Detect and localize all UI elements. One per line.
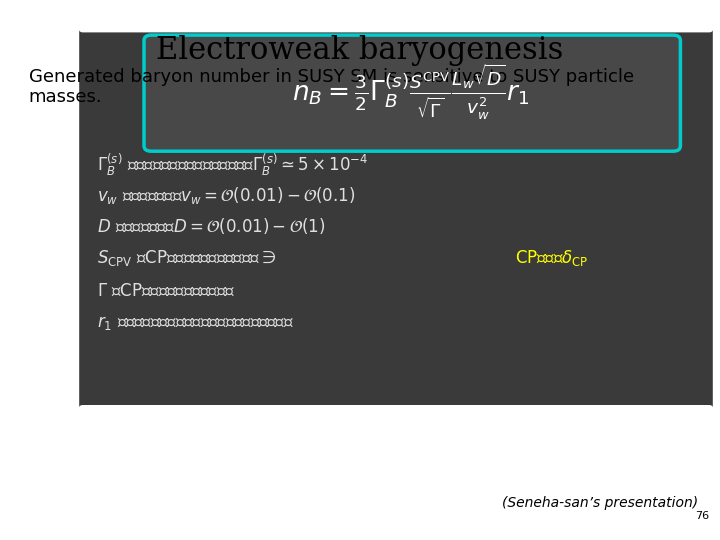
Text: $S_{\mathrm{CPV}}$ ：CPを破る粒子数変化率　　$\ni$: $S_{\mathrm{CPV}}$ ：CPを破る粒子数変化率 $\ni$: [97, 247, 281, 268]
Text: $\Gamma_B^{(s)}$ ：対称相でのバリオン数変化率　$\Gamma_B^{(s)} \simeq 5 \times 10^{-4}$: $\Gamma_B^{(s)}$ ：対称相でのバリオン数変化率 $\Gamma_…: [97, 151, 369, 178]
Text: $v_w$ ：壁の速度　　$v_w = \mathcal{O}(0.01) - \mathcal{O}(0.1)$: $v_w$ ：壁の速度 $v_w = \mathcal{O}(0.01) - \…: [97, 185, 356, 206]
Text: (Seneha-san’s presentation): (Seneha-san’s presentation): [503, 496, 698, 510]
Text: 76: 76: [695, 511, 709, 521]
FancyBboxPatch shape: [144, 35, 680, 151]
Text: $\Gamma$ ：CPを破らない粒子数変化率: $\Gamma$ ：CPを破らない粒子数変化率: [97, 281, 235, 300]
Text: Generated baryon number in SUSY SM is sensitive to SUSY particle
masses.: Generated baryon number in SUSY SM is se…: [29, 68, 634, 106]
Text: $D$ ：拡散係数　　$D = \mathcal{O}(0.01) - \mathcal{O}(1)$: $D$ ：拡散係数 $D = \mathcal{O}(0.01) - \math…: [97, 215, 325, 236]
Text: CP位相　$\delta_{\mathrm{CP}}$: CP位相 $\delta_{\mathrm{CP}}$: [515, 247, 588, 268]
Text: Electroweak baryogenesis: Electroweak baryogenesis: [156, 35, 564, 66]
Text: $n_B = \frac{3}{2}\Gamma_B^{(s)} \frac{S^{\mathrm{CPV}}}{\sqrt{\Gamma}} \frac{L_: $n_B = \frac{3}{2}\Gamma_B^{(s)} \frac{S…: [292, 63, 529, 123]
FancyBboxPatch shape: [79, 30, 713, 408]
Text: $r_1$ ：熱浴にいるカラーを持つ粒子で決まる係数．: $r_1$ ：熱浴にいるカラーを持つ粒子で決まる係数．: [97, 314, 294, 332]
